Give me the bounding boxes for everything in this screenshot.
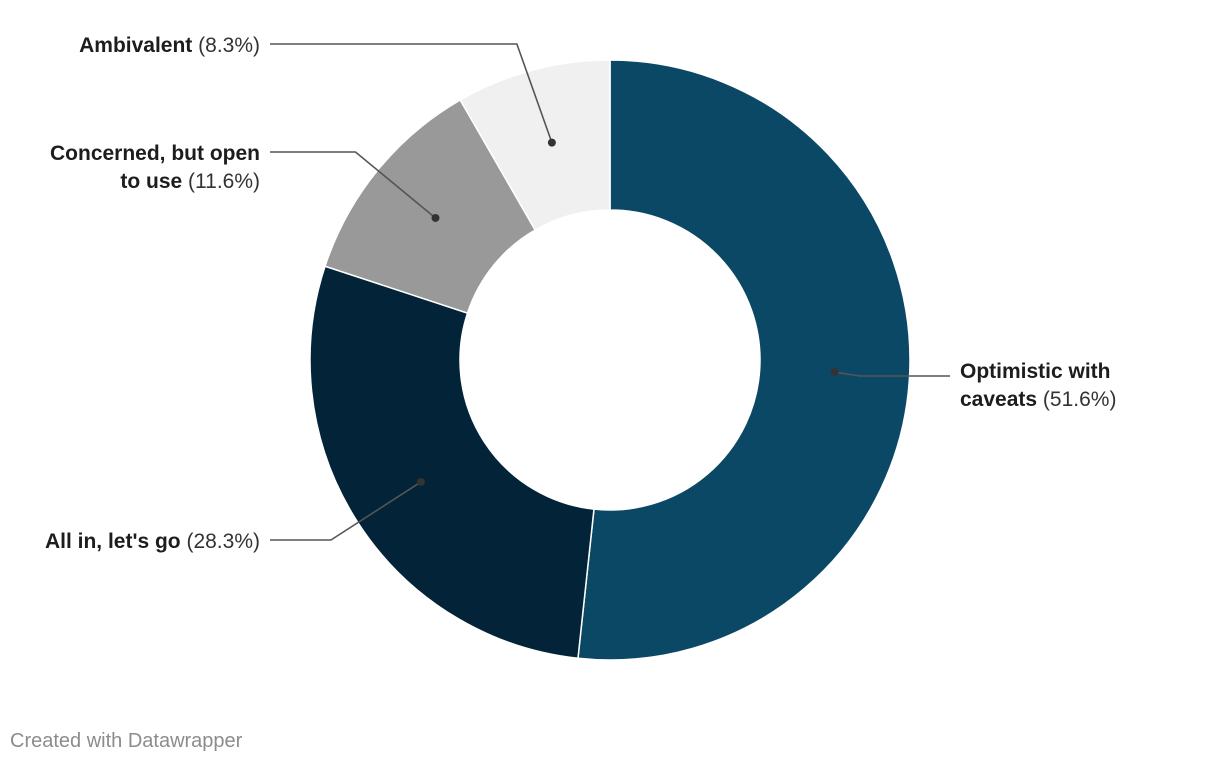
leader-line-0 — [834, 371, 950, 377]
donut-slice-2[interactable] — [324, 99, 537, 315]
slice-label-0: Optimistic with caveats (51.6%) — [960, 360, 1116, 411]
slice-labels: Optimistic with caveats (51.6%) All in, le… — [45, 34, 1117, 553]
slice-value-label: (28.3%) — [181, 530, 260, 553]
leader-dot-3 — [547, 138, 556, 147]
slice-label-1: All in, let's go (28.3%) — [45, 530, 260, 553]
slice-label-line: Optimistic with — [960, 360, 1111, 383]
leader-dot-1 — [416, 477, 425, 486]
slice-label-line: to use — [120, 170, 182, 193]
slice-label-line: Concerned, but open — [50, 142, 260, 165]
donut-slices — [309, 59, 911, 661]
leader-line-1 — [270, 481, 422, 541]
slice-value-label: (11.6%) — [182, 170, 260, 193]
slice-label-line: caveats — [960, 388, 1037, 411]
leader-line-2 — [270, 151, 436, 219]
slice-label-3: Ambivalent (8.3%) — [79, 34, 260, 57]
slice-label-line: All in, let's go — [45, 530, 181, 553]
footer-credit[interactable]: Created with Datawrapper — [10, 730, 243, 752]
donut-slice-3[interactable] — [459, 59, 611, 232]
slice-value-label: (8.3%) — [192, 34, 260, 57]
donut-slice-1[interactable] — [309, 265, 595, 660]
donut-slice-0[interactable] — [577, 59, 911, 661]
slice-label-line: Ambivalent — [79, 34, 192, 57]
leader-dot-0 — [830, 368, 839, 377]
leader-dot-2 — [431, 213, 440, 222]
leader-line-3 — [270, 43, 553, 143]
slice-value-label: (51.6%) — [1037, 388, 1116, 411]
slice-label-2: Concerned, but open to use (11.6%) — [50, 142, 260, 193]
